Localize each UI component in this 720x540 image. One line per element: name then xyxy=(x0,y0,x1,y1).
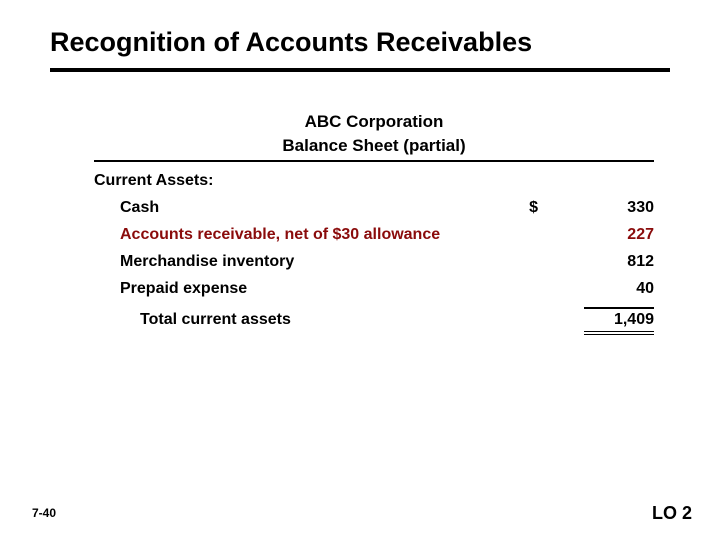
row-total: Total current assets 1,409 xyxy=(94,307,654,335)
row-inventory: Merchandise inventory 812 xyxy=(94,253,654,271)
ar-value: 227 xyxy=(584,226,654,244)
balance-sheet: ABC Corporation Balance Sheet (partial) … xyxy=(94,112,654,344)
cash-value: 330 xyxy=(584,199,654,217)
prepaid-label: Prepaid expense xyxy=(94,280,512,298)
header-rule xyxy=(94,160,654,162)
row-prepaid: Prepaid expense 40 xyxy=(94,280,654,298)
row-cash: Cash $ 330 xyxy=(94,199,654,217)
inventory-label: Merchandise inventory xyxy=(94,253,512,271)
row-ar: Accounts receivable, net of $30 allowanc… xyxy=(94,226,654,244)
page-number: 7-40 xyxy=(32,506,56,520)
currency-symbol: $ xyxy=(512,199,538,217)
total-label: Total current assets xyxy=(94,311,512,329)
learning-objective: LO 2 xyxy=(652,503,692,524)
slide-title: Recognition of Accounts Receivables xyxy=(50,28,670,72)
cash-label: Cash xyxy=(94,199,512,217)
total-value: 1,409 xyxy=(584,307,654,335)
sheet-subtitle: Balance Sheet (partial) xyxy=(94,136,654,160)
prepaid-value: 40 xyxy=(584,280,654,298)
ar-label: Accounts receivable, net of $30 allowanc… xyxy=(94,226,512,244)
company-name: ABC Corporation xyxy=(94,112,654,132)
slide: Recognition of Accounts Receivables ABC … xyxy=(0,0,720,540)
inventory-value: 812 xyxy=(584,253,654,271)
section-label: Current Assets: xyxy=(94,172,654,190)
